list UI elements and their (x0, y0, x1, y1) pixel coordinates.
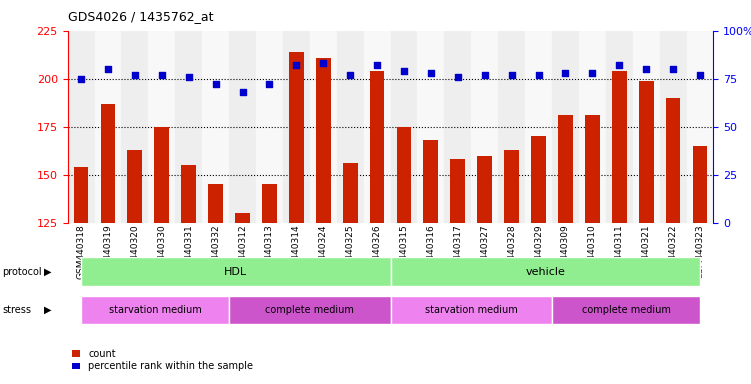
Bar (202, 31, 229, 223)
Point (694, 72, 706, 78)
Text: complete medium: complete medium (265, 305, 354, 315)
Text: stress: stress (2, 305, 32, 315)
Point (640, 66, 652, 72)
Bar (342, 163, 357, 223)
Point (425, 70, 437, 76)
Text: vehicle: vehicle (525, 266, 566, 277)
Point (478, 72, 490, 78)
Bar (149, 31, 175, 223)
Bar (445, 31, 472, 223)
Point (210, 81, 222, 88)
Bar (424, 140, 439, 223)
Text: HDL: HDL (225, 266, 247, 277)
Bar (289, 52, 303, 223)
Text: complete medium: complete medium (581, 305, 671, 315)
Bar (692, 146, 707, 223)
Bar (612, 71, 626, 223)
Bar (336, 31, 363, 223)
Bar (74, 167, 89, 223)
Bar (262, 184, 277, 223)
Point (237, 89, 249, 95)
Bar (504, 150, 519, 223)
Point (102, 66, 114, 72)
Bar (659, 31, 686, 223)
Bar (391, 31, 418, 223)
Point (371, 62, 383, 68)
Bar (606, 31, 632, 223)
Bar (181, 165, 196, 223)
Bar (68, 31, 95, 223)
Legend: count, percentile rank within the sample: count, percentile rank within the sample (72, 349, 253, 371)
Point (75, 76, 87, 82)
Bar (101, 104, 116, 223)
Bar (585, 115, 600, 223)
Bar (397, 127, 412, 223)
Point (129, 72, 141, 78)
Point (264, 81, 276, 88)
Point (614, 62, 626, 68)
Point (587, 70, 599, 76)
Bar (579, 31, 606, 223)
Bar (632, 31, 659, 223)
Bar (309, 31, 336, 223)
Bar (525, 31, 552, 223)
Text: starvation medium: starvation medium (425, 305, 517, 315)
Text: protocol: protocol (2, 266, 42, 277)
Bar (316, 58, 330, 223)
Text: GDS4026 / 1435762_at: GDS4026 / 1435762_at (68, 10, 213, 23)
Text: ▶: ▶ (44, 266, 51, 277)
Bar (128, 150, 142, 223)
Bar (363, 31, 391, 223)
Point (155, 72, 167, 78)
Point (559, 70, 572, 76)
Bar (686, 31, 713, 223)
Point (182, 74, 195, 80)
Bar (95, 31, 122, 223)
Bar (498, 31, 525, 223)
Bar (665, 98, 680, 223)
Bar (229, 31, 256, 223)
Bar (369, 71, 385, 223)
Bar (418, 31, 445, 223)
Bar (122, 31, 149, 223)
Bar (208, 184, 223, 223)
Text: starvation medium: starvation medium (109, 305, 201, 315)
Bar (175, 31, 202, 223)
Bar (478, 156, 492, 223)
Point (532, 72, 544, 78)
Bar (558, 115, 573, 223)
Point (452, 74, 464, 80)
Point (505, 72, 517, 78)
Bar (283, 31, 309, 223)
Bar (256, 31, 283, 223)
Bar (472, 31, 498, 223)
Bar (235, 213, 250, 223)
Text: ▶: ▶ (44, 305, 51, 315)
Point (291, 62, 303, 68)
Bar (155, 127, 169, 223)
Bar (552, 31, 579, 223)
Point (344, 72, 356, 78)
Point (667, 66, 679, 72)
Bar (451, 159, 465, 223)
Bar (531, 136, 546, 223)
Bar (639, 81, 653, 223)
Point (398, 68, 410, 74)
Point (317, 60, 329, 66)
